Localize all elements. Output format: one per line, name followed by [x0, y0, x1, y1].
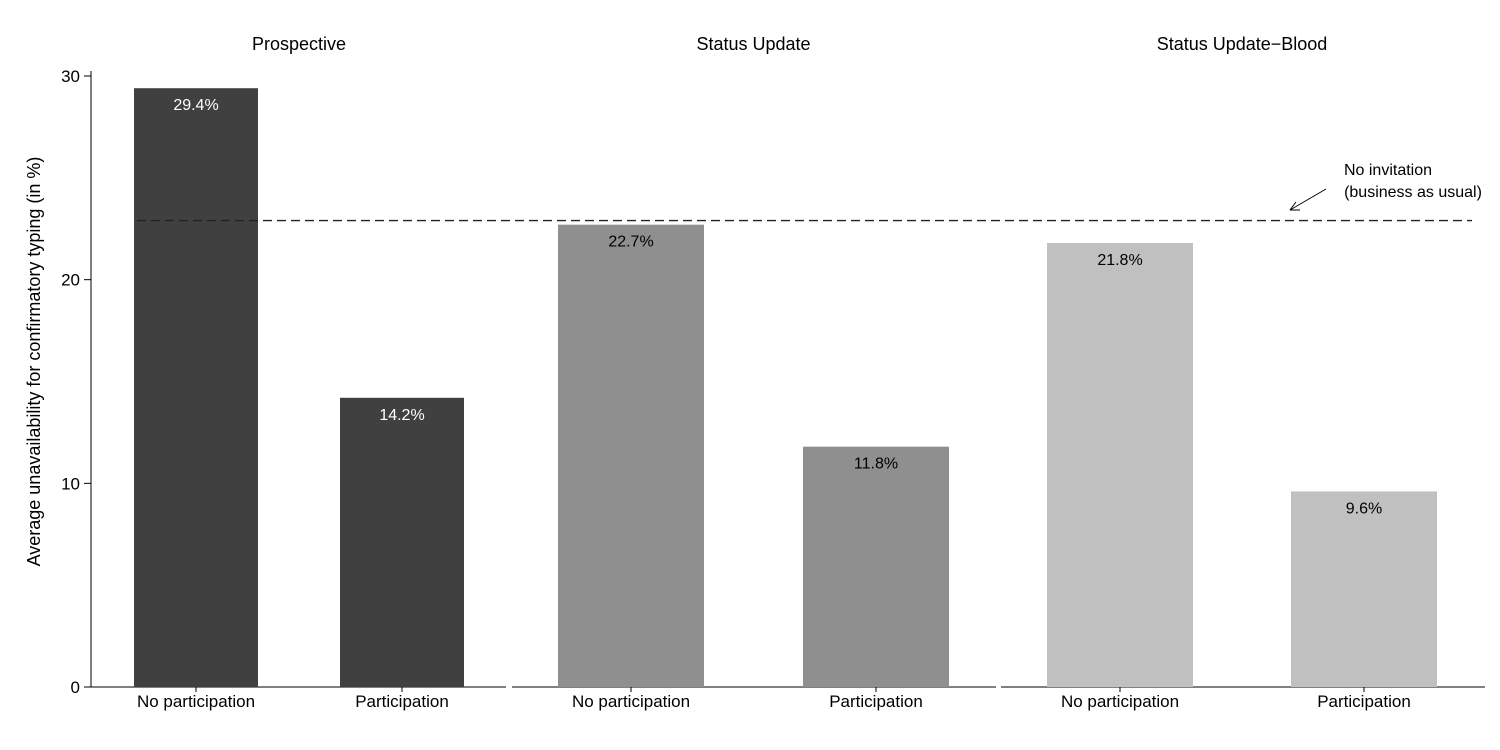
bar-value-label: 14.2% [379, 407, 424, 424]
bar [340, 397, 464, 687]
x-tick-label: Participation [355, 692, 449, 711]
bar-value-label: 22.7% [608, 234, 653, 251]
reference-annotation-line2: (business as usual) [1344, 184, 1482, 201]
panels: Prospective 29.4% No participation 14.2% Par… [91, 34, 1485, 711]
x-tick-label: Participation [829, 692, 923, 711]
x-tick-label: No participation [1061, 692, 1179, 711]
bar [803, 446, 949, 687]
y-tick-label: 10 [61, 474, 80, 493]
bar-value-label: 9.6% [1346, 500, 1382, 517]
y-tick-label: 30 [61, 67, 80, 86]
bar [558, 224, 704, 687]
panel-title: Status Update−Blood [1157, 34, 1328, 54]
panel-title: Status Update [696, 34, 810, 54]
y-tick-label: 0 [71, 678, 80, 697]
bar-value-label: 21.8% [1097, 252, 1142, 269]
annotation-arrowhead [1289, 201, 1300, 211]
x-tick-label: No participation [137, 692, 255, 711]
x-tick-label: Participation [1317, 692, 1411, 711]
annotation-arrow [1289, 188, 1327, 211]
y-axis-label: Average unavailability for confirmatory … [24, 157, 44, 567]
panel-2: Status Update 22.7% No participation 11.8% P… [512, 34, 996, 711]
bar [134, 88, 258, 688]
panel-3: Status Update−Blood 21.8% No participation… [1001, 34, 1485, 711]
panel-1: Prospective 29.4% No participation 14.2% Par… [91, 34, 506, 711]
panel-title: Prospective [252, 34, 346, 54]
reference-annotation-line1: No invitation [1344, 162, 1432, 179]
x-tick-label: No participation [572, 692, 690, 711]
bar [1047, 243, 1193, 688]
y-tick-label: 20 [61, 271, 80, 290]
bar-value-label: 29.4% [173, 97, 218, 114]
bar [1291, 491, 1437, 687]
y-axis: 0 10 20 30 [61, 67, 92, 697]
bar-value-label: 11.8% [854, 456, 898, 473]
reference-line-group: No invitation (business as usual) [137, 162, 1482, 222]
